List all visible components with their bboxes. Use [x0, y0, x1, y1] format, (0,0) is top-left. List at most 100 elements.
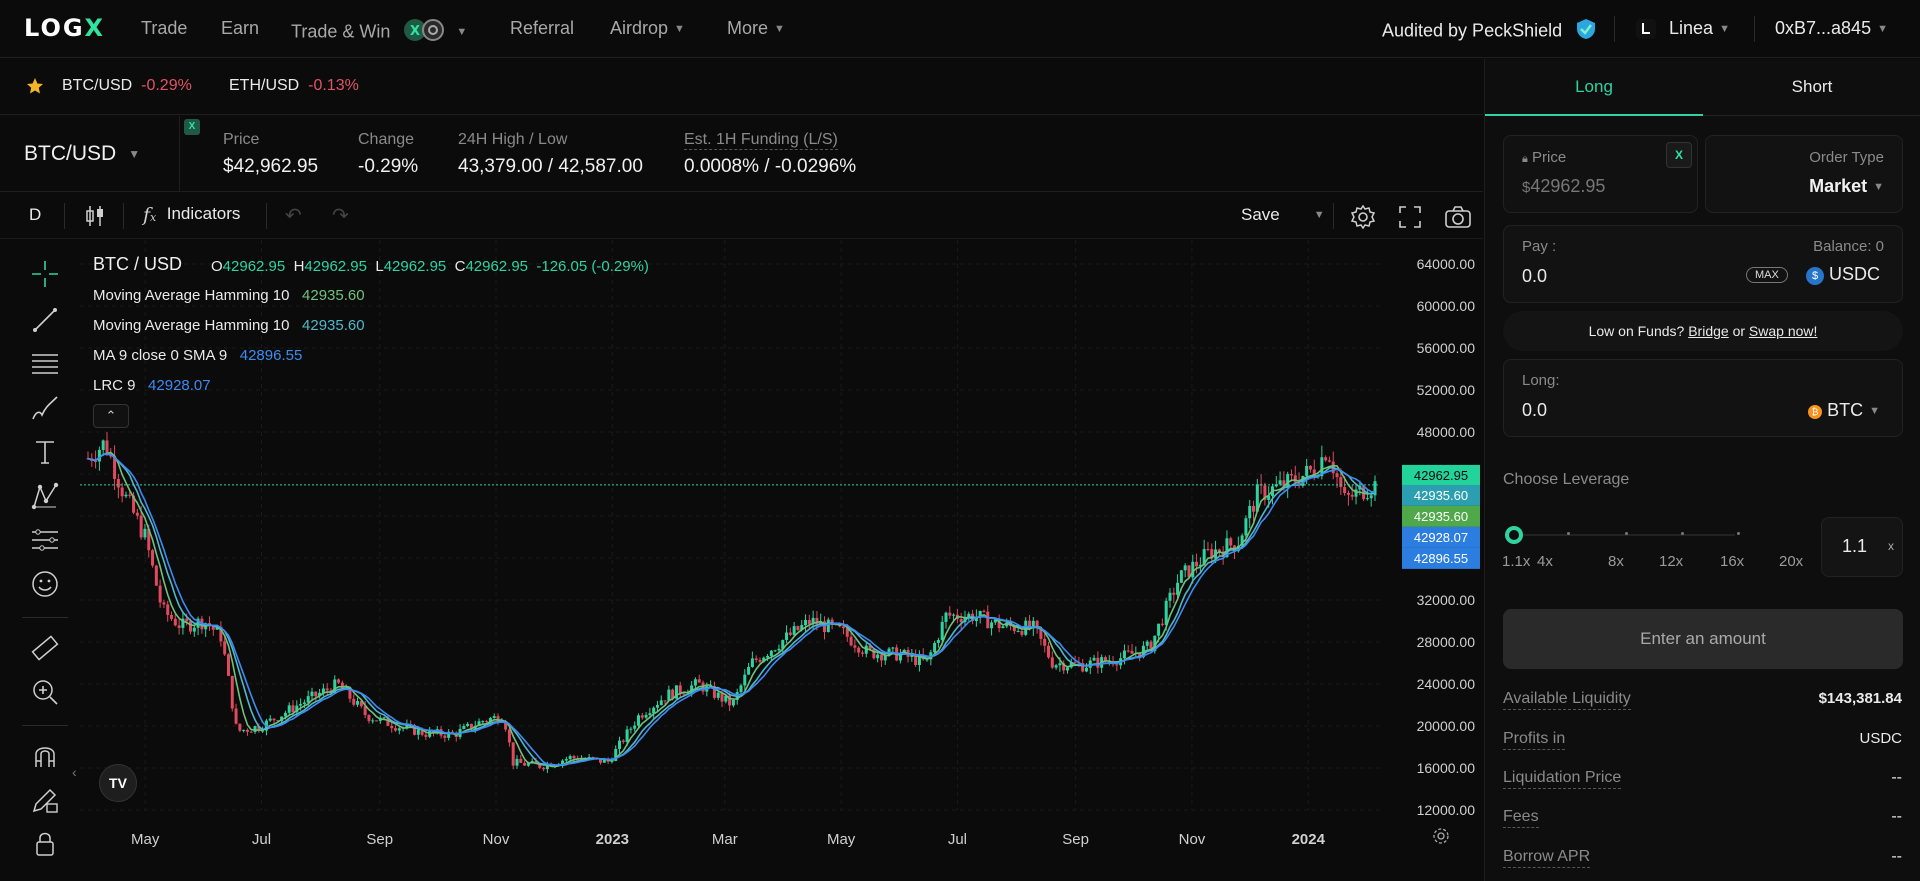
candle-body [1221, 551, 1225, 558]
long-token-select[interactable]: ₿ BTC ▼ [1808, 400, 1880, 421]
bridge-link[interactable]: Bridge [1688, 323, 1729, 339]
leverage-tick[interactable]: 20x [1779, 553, 1804, 570]
y-tick-label: 60000.00 [1417, 298, 1476, 314]
network-selector[interactable]: Linea ▼ [1636, 18, 1730, 40]
candle-body [1084, 667, 1088, 672]
max-button[interactable]: MAX [1746, 267, 1788, 283]
axis-settings-gear-icon[interactable] [1432, 827, 1450, 850]
candle-body [97, 449, 101, 462]
settings-gear-icon[interactable] [1350, 204, 1376, 235]
emoji-icon[interactable] [27, 566, 63, 602]
leverage-tick[interactable]: 4x [1537, 553, 1553, 570]
crosshair-icon[interactable] [27, 256, 63, 292]
audited-link[interactable]: Audited by PeckShield [1382, 18, 1597, 45]
leverage-slider-track[interactable] [1513, 534, 1735, 536]
tradingview-logo-icon[interactable]: TV [99, 764, 137, 802]
study-ma-hamming-1[interactable]: Moving Average Hamming 10 42935.60 [93, 287, 365, 304]
interval-button[interactable]: D [29, 205, 42, 224]
enter-amount-button[interactable]: Enter an amount [1503, 609, 1903, 669]
candle-body [382, 717, 386, 719]
lock-icon[interactable] [27, 826, 63, 862]
candle-body [363, 706, 367, 716]
logo[interactable]: LOGX [24, 14, 106, 42]
leverage-tick[interactable]: 16x [1720, 553, 1745, 570]
pay-input[interactable]: 0.0 [1522, 266, 1548, 286]
candle-body [860, 652, 864, 654]
order-type-field[interactable]: Order Type Market ▼ [1705, 135, 1903, 213]
candle-type-icon[interactable] [84, 204, 106, 233]
price-value: $42,962.95 [223, 156, 319, 177]
divider [123, 203, 124, 229]
tab-short[interactable]: Short [1703, 59, 1920, 116]
undo-icon[interactable]: ↶ [285, 205, 302, 227]
candle-body [716, 692, 720, 698]
candle-body [170, 615, 174, 619]
favorite-star-icon[interactable] [26, 77, 44, 100]
fullscreen-icon[interactable] [1398, 205, 1422, 234]
order-type-select[interactable]: Market ▼ [1809, 176, 1884, 196]
profits-in-label[interactable]: Profits in [1503, 730, 1566, 750]
lock-pencil-icon[interactable] [27, 782, 63, 818]
candle-body [375, 720, 379, 722]
price-chart[interactable]: 64000.00 60000.00 56000.00 52000.00 48000.00… [80, 240, 1483, 860]
ticker-eth[interactable]: ETH/USD -0.13% [229, 77, 359, 94]
candle-body [1286, 474, 1290, 488]
leverage-tick[interactable]: 8x [1608, 553, 1624, 570]
chart-canvas[interactable]: 64000.00 60000.00 56000.00 52000.00 48000.00… [80, 240, 1483, 860]
collapse-toolbar-icon[interactable]: ‹ [72, 764, 77, 780]
leverage-input[interactable]: 1.1 x [1821, 517, 1903, 577]
candle-body [291, 705, 295, 713]
magnet-icon[interactable] [27, 738, 63, 774]
available-liquidity-label[interactable]: Available Liquidity [1503, 690, 1631, 710]
leverage-slider-handle[interactable] [1505, 526, 1523, 544]
pay-token-select[interactable]: $ USDC [1806, 264, 1880, 285]
price-tag [1402, 484, 1480, 506]
nav-earn[interactable]: Earn [221, 18, 260, 38]
brush-icon[interactable] [27, 390, 63, 426]
candle-body [1339, 477, 1343, 488]
trend-line-icon[interactable] [27, 302, 63, 338]
screenshot-camera-icon[interactable] [1444, 205, 1472, 234]
pattern-icon[interactable] [27, 478, 63, 514]
pair-selector[interactable]: BTC/USD ▼ [24, 142, 141, 165]
funding-label[interactable]: Est. 1H Funding (L/S) [684, 131, 838, 150]
leverage-label: Choose Leverage [1503, 471, 1630, 488]
top-nav: LOGX Trade Earn Trade & Win X ▼ Referral… [0, 0, 1920, 58]
save-button[interactable]: Save ▼ [1241, 205, 1325, 224]
liquidation-price-label[interactable]: Liquidation Price [1503, 769, 1622, 789]
nav-trade[interactable]: Trade [141, 18, 188, 38]
candle-body [523, 762, 527, 766]
fees-label[interactable]: Fees [1503, 808, 1539, 828]
leverage-tick[interactable]: 12x [1659, 553, 1684, 570]
zoom-in-icon[interactable] [27, 674, 63, 710]
candle-body [678, 685, 682, 694]
function-icon: fx [143, 204, 157, 226]
swap-link[interactable]: Swap now! [1748, 323, 1818, 339]
nav-airdrop[interactable]: Airdrop ▼ [610, 18, 685, 38]
prediction-tool-icon[interactable] [27, 522, 63, 558]
study-sma-9[interactable]: MA 9 close 0 SMA 9 42896.55 [93, 347, 303, 364]
wallet-button[interactable]: 0xB7...a845 ▼ [1775, 18, 1888, 38]
indicators-button[interactable]: fx Indicators [143, 204, 241, 226]
y-tick-label: 32000.00 [1417, 592, 1476, 608]
price-field: 🔒︎ Price X $42962.95 [1503, 135, 1698, 213]
ruler-icon[interactable] [27, 630, 63, 666]
candle-body [766, 655, 770, 658]
candle-body [773, 650, 777, 652]
long-input[interactable]: 0.0 [1522, 400, 1548, 420]
ticker-btc[interactable]: BTC/USD -0.29% [62, 77, 192, 94]
nav-referral[interactable]: Referral [510, 18, 575, 38]
candle-body [1172, 592, 1176, 595]
candle-body [1297, 482, 1301, 486]
fib-lines-icon[interactable] [27, 346, 63, 382]
leverage-tick[interactable]: 1.1x [1502, 553, 1531, 570]
study-ma-hamming-2[interactable]: Moving Average Hamming 10 42935.60 [93, 317, 365, 334]
tab-long[interactable]: Long [1485, 59, 1703, 116]
collapse-legend-icon[interactable]: ⌃ [93, 404, 129, 428]
study-lrc-9[interactable]: LRC 9 42928.07 [93, 377, 211, 394]
nav-trade-and-win[interactable]: Trade & Win X ▼ [291, 18, 467, 47]
borrow-apr-label[interactable]: Borrow APR [1503, 848, 1591, 868]
redo-icon[interactable]: ↷ [332, 205, 349, 227]
nav-more[interactable]: More ▼ [727, 18, 785, 38]
text-tool-icon[interactable] [27, 434, 63, 470]
